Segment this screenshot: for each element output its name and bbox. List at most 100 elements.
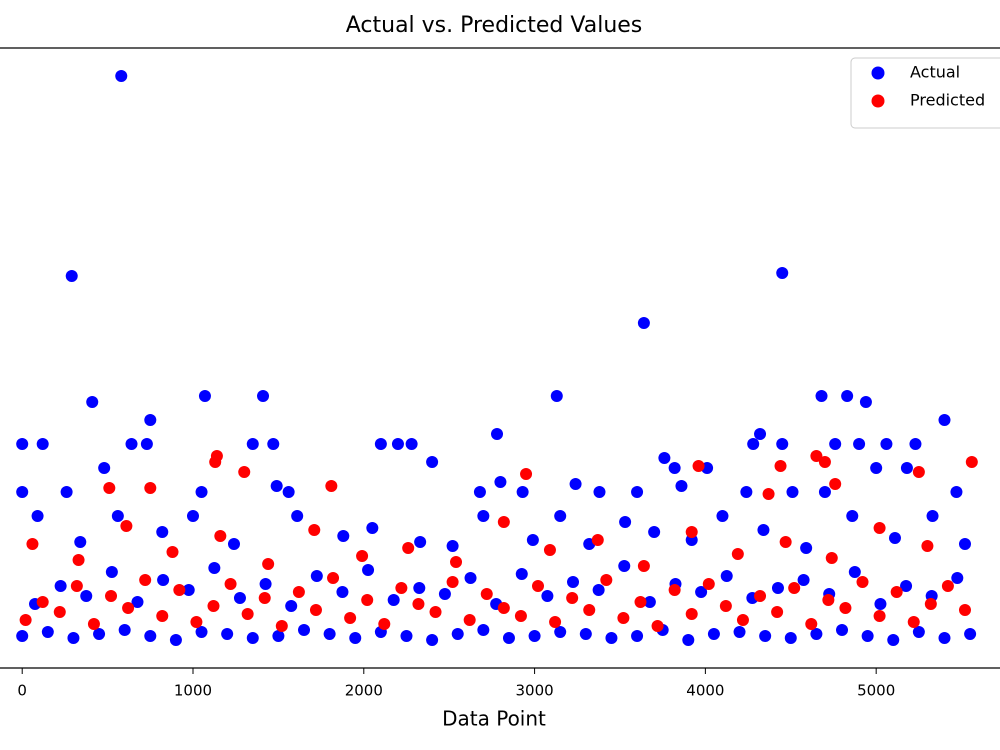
point xyxy=(36,438,49,450)
point xyxy=(450,556,463,568)
point xyxy=(818,456,831,468)
point xyxy=(120,520,133,532)
point xyxy=(921,540,934,552)
point xyxy=(473,486,486,498)
point xyxy=(405,438,418,450)
point xyxy=(870,462,883,474)
point xyxy=(829,478,842,490)
point xyxy=(779,536,792,548)
point xyxy=(190,616,203,628)
point xyxy=(526,534,539,546)
point xyxy=(477,510,490,522)
point xyxy=(926,510,939,522)
point xyxy=(361,594,374,606)
point xyxy=(65,270,78,282)
point xyxy=(16,630,29,642)
point xyxy=(747,438,760,450)
point xyxy=(169,634,182,646)
point xyxy=(634,596,647,608)
point xyxy=(325,480,338,492)
point xyxy=(246,438,259,450)
point xyxy=(593,486,606,498)
point xyxy=(771,582,784,594)
chart-title: Actual vs. Predicted Values xyxy=(346,13,643,38)
point xyxy=(707,628,720,640)
point xyxy=(463,614,476,626)
point xyxy=(98,462,111,474)
point xyxy=(111,510,124,522)
point xyxy=(631,486,644,498)
x-tick-label: 0 xyxy=(17,682,27,700)
x-axis-label: Data Point xyxy=(442,707,546,731)
point xyxy=(26,538,39,550)
point xyxy=(310,570,323,582)
point xyxy=(619,516,632,528)
point xyxy=(86,396,99,408)
point xyxy=(72,554,85,566)
point xyxy=(426,634,439,646)
point xyxy=(541,590,554,602)
point xyxy=(579,628,592,640)
point xyxy=(31,510,44,522)
point xyxy=(695,586,708,598)
point xyxy=(414,536,427,548)
point xyxy=(227,538,240,550)
point xyxy=(157,574,170,586)
point xyxy=(668,462,681,474)
point xyxy=(762,488,775,500)
point xyxy=(105,566,118,578)
point xyxy=(413,582,426,594)
point xyxy=(733,626,746,638)
point xyxy=(497,516,510,528)
point xyxy=(605,632,618,644)
point xyxy=(810,628,823,640)
point xyxy=(784,632,797,644)
point xyxy=(270,480,283,492)
point xyxy=(186,510,199,522)
point xyxy=(19,614,32,626)
point xyxy=(600,574,613,586)
point xyxy=(494,476,507,488)
point xyxy=(182,584,195,596)
point xyxy=(166,546,179,558)
point xyxy=(262,558,275,570)
point xyxy=(702,578,715,590)
point xyxy=(336,586,349,598)
point xyxy=(716,510,729,522)
point xyxy=(797,574,810,586)
point xyxy=(776,267,789,279)
point xyxy=(374,438,387,450)
point xyxy=(16,438,29,450)
point xyxy=(298,624,311,636)
point xyxy=(246,632,259,644)
point xyxy=(569,478,582,490)
point xyxy=(195,486,208,498)
point xyxy=(890,586,903,598)
point xyxy=(480,588,493,600)
point xyxy=(209,456,222,468)
point xyxy=(800,542,813,554)
point xyxy=(912,466,925,478)
legend-box xyxy=(850,57,1000,129)
point xyxy=(651,620,664,632)
point xyxy=(80,590,93,602)
point xyxy=(395,582,408,594)
point xyxy=(285,600,298,612)
point xyxy=(349,632,362,644)
point xyxy=(224,578,237,590)
point xyxy=(292,586,305,598)
point xyxy=(491,428,504,440)
legend-label: Predicted xyxy=(910,91,985,110)
point xyxy=(825,552,838,564)
x-tick-label: 1000 xyxy=(174,682,212,700)
point xyxy=(366,522,379,534)
point xyxy=(258,592,271,604)
point xyxy=(70,580,83,592)
point xyxy=(736,614,749,626)
point xyxy=(291,510,304,522)
point xyxy=(515,568,528,580)
point xyxy=(549,616,562,628)
point xyxy=(16,486,29,498)
point xyxy=(720,570,733,582)
